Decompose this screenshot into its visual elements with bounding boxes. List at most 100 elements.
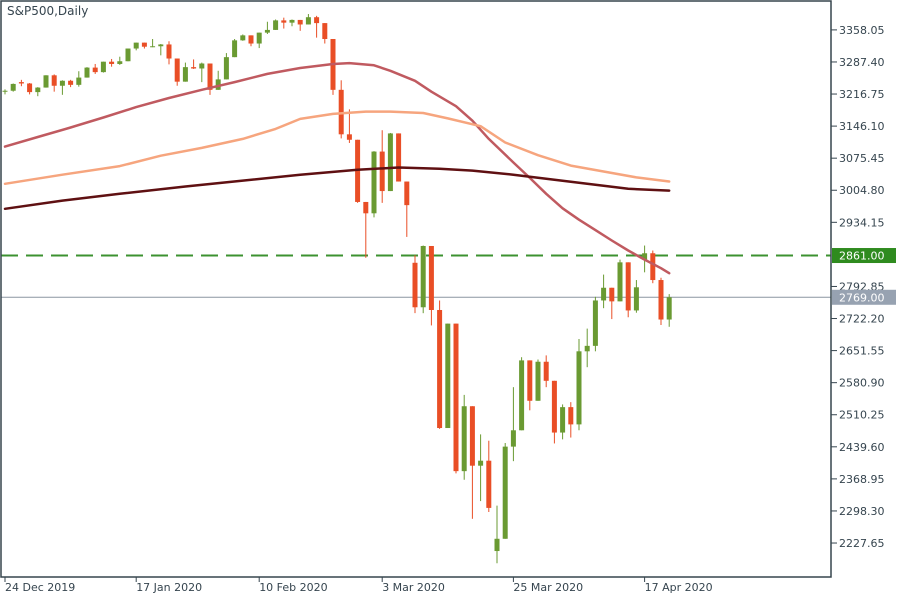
candle-body [666,297,672,320]
candle-body [642,253,648,260]
candle-body [191,67,197,69]
candle-body [584,345,590,352]
candle-body [469,406,475,466]
price-axis-label[interactable]: 3004.80 [839,184,885,197]
current-price-badge-label: 2769.00 [839,291,885,304]
candle-body [576,351,582,425]
price-axis-label[interactable]: 2368.95 [839,473,885,486]
candle-body [510,430,516,447]
candle-body [199,63,205,69]
candle-body [617,262,623,302]
candle-body [314,17,320,24]
candle-body [502,446,508,539]
candle-body [535,361,541,401]
candle-body [84,67,90,78]
date-axis-label[interactable]: 10 Feb 2020 [259,581,327,594]
candle-body [117,61,123,64]
candle-body [141,42,147,47]
candle-body [625,262,631,311]
candle-body [223,57,229,80]
price-axis-label[interactable]: 2439.60 [839,441,885,454]
candle-body [633,287,639,311]
level-price-badge [832,248,896,264]
candle-body [437,309,443,429]
date-axis-label[interactable]: 3 Mar 2020 [382,581,445,594]
candle-body [322,23,328,39]
candle-body [240,35,246,41]
candle-body [158,44,164,47]
candle-body [76,77,82,85]
candle-body [404,181,410,206]
candle-body [248,35,254,44]
price-axis-label[interactable]: 2510.25 [839,409,885,422]
candle-body [609,287,615,302]
candle-body [133,42,139,49]
candle-body [264,29,270,33]
candle-body [461,406,467,472]
candle-body [568,407,574,425]
candle-body [396,133,402,182]
candle-body [207,63,213,90]
current-price-badge [832,289,896,305]
sma-200-line [3,166,671,211]
candle-body [150,46,156,48]
candle-body [18,82,24,84]
candle-body [2,90,8,92]
candle-body [305,17,311,25]
candle-body [182,67,188,82]
candle-body [59,80,65,86]
candle-body [445,323,451,429]
candle-body [527,360,533,401]
candle-body [346,134,352,140]
candle-body [166,44,172,59]
price-axis-label[interactable]: 3287.40 [839,56,885,69]
price-axis-label[interactable]: 2227.65 [839,537,885,550]
candle-body [297,19,303,25]
candle-body [658,280,664,320]
candle-body [10,83,16,91]
price-axis-label[interactable]: 3216.75 [839,88,885,101]
candle-body [478,460,484,466]
candle-body [174,58,180,82]
candle-body [650,253,656,281]
candle-body [486,460,492,508]
candle-body [289,19,295,23]
price-axis-label[interactable]: 2298.30 [839,505,885,518]
candle-body [256,32,262,44]
price-axis-label[interactable]: 3075.45 [839,152,885,165]
candle-body [371,151,377,214]
date-axis-label[interactable]: 25 Mar 2020 [513,581,583,594]
price-axis-label[interactable]: 3358.05 [839,24,885,37]
candle-body [68,80,74,85]
candle-body [387,133,393,192]
candle-body [43,75,49,88]
date-axis-label[interactable]: 24 Dec 2019 [5,581,75,594]
candle-body [428,245,434,310]
candle-body [109,61,115,64]
price-axis-label[interactable]: 2934.15 [839,216,885,229]
candle-body [232,40,238,58]
price-axis-label[interactable]: 2580.90 [839,377,885,390]
date-axis-label[interactable]: 17 Jan 2020 [136,581,202,594]
candle-body [412,262,418,308]
candle-body [363,201,369,214]
candle-body [592,300,598,346]
candle-body [494,538,500,552]
candle-body [519,360,525,431]
symbol-timeframe-label: S&P500,Daily [7,4,89,18]
price-axis-label[interactable]: 2651.55 [839,345,885,358]
candle-body [92,67,98,73]
date-axis-label[interactable]: 17 Apr 2020 [645,581,713,594]
sma-100-line [3,110,671,186]
candle-body [453,323,459,472]
candle-body [100,61,106,73]
price-axis-label[interactable]: 3146.10 [839,120,885,133]
plot-border [0,0,832,578]
candle-body [560,407,566,433]
price-axis-label[interactable]: 2722.20 [839,313,885,326]
candle-body [379,151,385,192]
candle-body [420,245,426,308]
candle-body [551,380,557,433]
